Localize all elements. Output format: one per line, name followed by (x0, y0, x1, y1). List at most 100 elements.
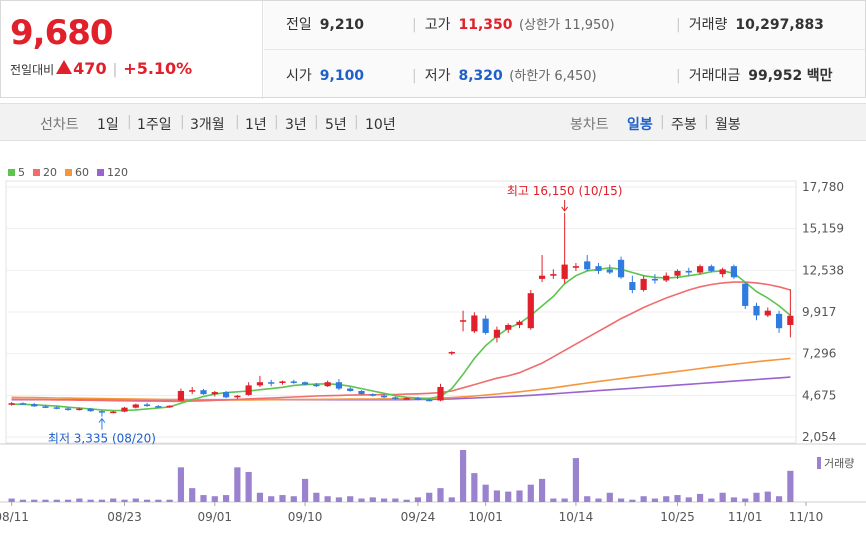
volume-bar (459, 450, 467, 502)
ma-legend: 5 20 60 120 (8, 166, 128, 179)
volume-bar (764, 491, 771, 502)
volume-bar (595, 498, 602, 502)
volume-bar (132, 498, 139, 502)
period-daily[interactable]: 일봉 (627, 117, 653, 133)
volume-bar (787, 470, 794, 502)
volume-bar (550, 498, 557, 502)
volume-label: 거래량 (824, 457, 854, 470)
upper-limit: (상한가 11,950) (518, 18, 615, 33)
volume-bar (617, 498, 625, 502)
candle-body (719, 269, 726, 275)
period-3m[interactable]: 3개월 (190, 117, 225, 133)
candle-body (629, 282, 636, 291)
candle-body (8, 403, 15, 405)
x-tick-label: 08/23 (107, 510, 142, 524)
period-1y[interactable]: 1년 (245, 117, 267, 133)
candle-body (279, 381, 286, 384)
x-tick-label: 10/25 (660, 510, 695, 524)
candle-body (132, 404, 139, 408)
candle-body (110, 411, 117, 414)
candle-body (459, 320, 467, 322)
volume-bar (437, 488, 444, 502)
period-weekly[interactable]: 주봉 (671, 117, 697, 133)
volume-bar (324, 496, 331, 502)
volume-bar (76, 498, 83, 502)
candle-body (403, 398, 410, 400)
change-row: 전일대비 470 | +5.10% (10, 59, 192, 78)
stat-value: 9,100 (319, 68, 365, 84)
volume-bar (189, 488, 196, 502)
candle-body (245, 385, 252, 395)
legend-label: 20 (43, 166, 57, 179)
candle-body (268, 382, 275, 384)
candle-body (753, 305, 760, 316)
volume-bar (516, 490, 523, 502)
stat-amount: | 거래대금 99,952 백만 (676, 65, 833, 85)
x-tick-label: 11/01 (728, 510, 763, 524)
volume-bar (505, 491, 512, 502)
volume-bar (290, 496, 297, 502)
volume-bar (572, 458, 580, 502)
candle-body (19, 403, 27, 405)
stat-label: 시가 (286, 68, 312, 84)
period-5y[interactable]: 5년 (325, 117, 347, 133)
period-1w[interactable]: 1주일 (137, 117, 172, 133)
period-1d[interactable]: 1일 (97, 117, 119, 133)
period-10y[interactable]: 10년 (365, 117, 396, 133)
ma20-line (11, 281, 791, 403)
candle-body (76, 408, 83, 411)
volume-bar (268, 496, 275, 502)
legend-swatch (65, 169, 72, 176)
candle-body (482, 318, 489, 333)
change-value: 470 (73, 59, 107, 78)
x-tick-label: 10/14 (559, 510, 594, 524)
candle-body (98, 411, 106, 413)
x-tick-label: 11/10 (789, 510, 824, 524)
separator: | (660, 114, 665, 130)
candle-body (426, 399, 433, 402)
y-tick-label: 17,780 (802, 180, 844, 194)
lower-limit: (하한가 6,450) (509, 69, 597, 84)
stat-value: 9,210 (319, 17, 365, 33)
stat-label: 거래대금 (688, 68, 741, 84)
volume-bar (369, 497, 376, 502)
high-annotation: 최고 16,150 (10/15) (507, 184, 623, 198)
candle-body (121, 407, 128, 412)
candle-body (538, 275, 546, 279)
volume-bar (651, 498, 659, 502)
candle-body (166, 405, 173, 408)
volume-bar (177, 467, 185, 502)
up-arrow-icon (56, 60, 73, 74)
candle-body (290, 381, 297, 383)
separator: | (676, 17, 681, 33)
candle-body (211, 392, 218, 395)
volume-bar (753, 492, 760, 502)
volume-bar (64, 499, 72, 502)
legend-swatch (33, 169, 40, 176)
candle-body (53, 407, 60, 409)
candle-body (369, 394, 376, 396)
candle-body (256, 382, 264, 386)
period-3y[interactable]: 3년 (285, 117, 307, 133)
candle-body (516, 321, 523, 325)
candle-body (493, 329, 501, 338)
candle-body (764, 310, 771, 316)
y-tick-label: 4,675 (802, 388, 836, 402)
candle-body (143, 404, 151, 407)
low-arrow-head (98, 417, 106, 423)
legend-swatch (97, 169, 104, 176)
volume-bar (256, 492, 264, 502)
stat-open: 시가 9,100 (286, 65, 364, 85)
volume-bar (538, 478, 546, 502)
legend-ma5: 5 (8, 166, 25, 179)
candle-body (380, 395, 388, 398)
candle-body (42, 406, 49, 408)
stat-prev-close: 전일 9,210 (286, 14, 364, 34)
candle-body (64, 408, 72, 410)
candle-body (730, 266, 738, 278)
volume-bar (775, 496, 783, 502)
low-annotation: 최저 3,335 (08/20) (48, 432, 156, 446)
period-monthly[interactable]: 월봉 (715, 117, 741, 133)
candle-body (640, 278, 647, 291)
